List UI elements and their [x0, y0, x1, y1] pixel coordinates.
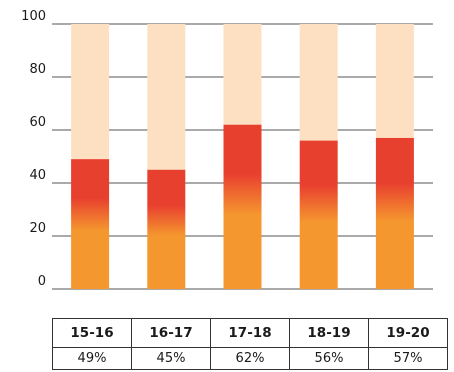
y-tick-label: 40	[29, 168, 46, 183]
bar-remainder	[71, 24, 109, 159]
y-tick-label: 0	[38, 274, 46, 289]
table-value-cell: 62%	[211, 348, 290, 370]
bar-chart: 0 20 40 60 80 100	[0, 0, 454, 310]
y-tick-label: 100	[21, 9, 46, 24]
bar-remainder	[224, 24, 262, 125]
bar	[147, 170, 185, 289]
bar	[224, 125, 262, 289]
bar	[71, 159, 109, 289]
table-value-row: 49% 45% 62% 56% 57%	[53, 348, 448, 370]
bar	[300, 141, 338, 289]
bar-remainder	[147, 24, 185, 170]
bar-remainder	[376, 24, 414, 138]
table-value-cell: 49%	[53, 348, 132, 370]
table-header-cell: 17-18	[211, 319, 290, 348]
table-value-cell: 57%	[369, 348, 448, 370]
y-tick-label: 20	[29, 221, 46, 236]
bar-remainder	[300, 24, 338, 141]
table-header-cell: 15-16	[53, 319, 132, 348]
table-value-cell: 45%	[132, 348, 211, 370]
table-header-cell: 19-20	[369, 319, 448, 348]
y-tick-label: 80	[29, 62, 46, 77]
table-header-cell: 16-17	[132, 319, 211, 348]
table-value-cell: 56%	[290, 348, 369, 370]
bar	[376, 138, 414, 289]
table-header-cell: 18-19	[290, 319, 369, 348]
y-tick-label: 60	[29, 115, 46, 130]
table-header-row: 15-16 16-17 17-18 18-19 19-20	[53, 319, 448, 348]
summary-table: 15-16 16-17 17-18 18-19 19-20 49% 45% 62…	[52, 318, 448, 370]
